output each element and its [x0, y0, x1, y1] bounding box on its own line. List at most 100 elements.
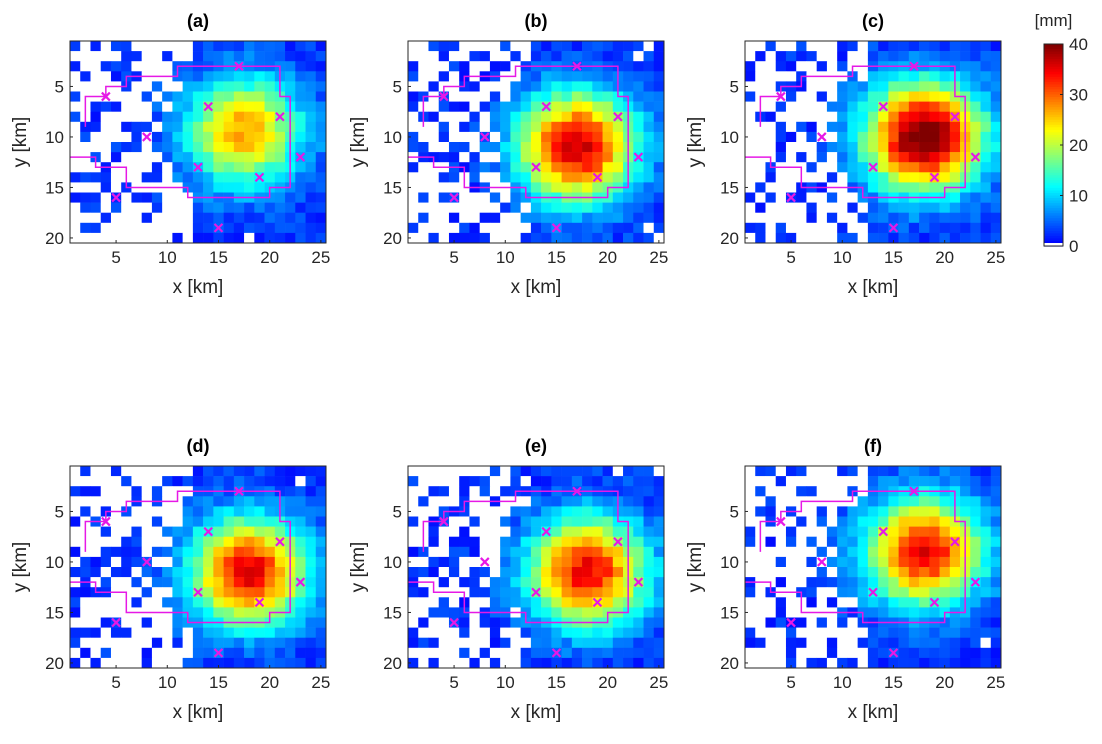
heatmap-cell — [633, 111, 644, 123]
colorbar-segment — [1044, 205, 1063, 209]
heatmap-cell — [110, 212, 122, 224]
heatmap-cell — [121, 637, 132, 649]
heatmap-cell — [888, 202, 899, 213]
heatmap-cell — [990, 182, 1002, 193]
heatmap-cell — [264, 131, 276, 143]
heatmap-cell — [990, 41, 1002, 52]
heatmap-cell — [878, 182, 889, 193]
heatmap-cell — [172, 111, 183, 123]
heatmap-cell — [203, 587, 214, 598]
colorbar-segment — [1044, 218, 1063, 222]
heatmap-cell — [582, 496, 593, 507]
heatmap-cell — [274, 101, 286, 112]
heatmap-cell — [520, 637, 532, 649]
heatmap-cell — [110, 111, 122, 123]
heatmap-cell — [438, 577, 450, 588]
colorbar-segment — [1044, 114, 1063, 118]
heatmap-cell — [254, 182, 265, 193]
heatmap-cell — [510, 162, 521, 173]
heatmap-cell — [244, 172, 255, 183]
heatmap-cell — [448, 222, 460, 234]
heatmap-cell — [643, 546, 655, 558]
heatmap-cell — [990, 577, 1002, 588]
heatmap-cell — [980, 111, 992, 123]
heatmap-cell — [847, 81, 858, 92]
heatmap-cell — [510, 466, 521, 477]
heatmap-cell — [80, 222, 91, 234]
heatmap-cell — [755, 142, 766, 153]
heatmap-cell — [70, 486, 81, 497]
heatmap-cell — [755, 202, 766, 213]
heatmap-cell — [765, 81, 777, 92]
heatmap-cell — [459, 152, 470, 163]
heatmap-cell — [172, 536, 183, 548]
heatmap-cell — [888, 172, 899, 183]
heatmap-cell — [233, 476, 245, 487]
heatmap-cell — [643, 506, 655, 517]
heatmap-cell — [551, 526, 562, 537]
heatmap-cell — [90, 111, 102, 123]
heatmap-cell — [806, 212, 817, 224]
heatmap-cell — [990, 142, 1002, 153]
heatmap-cell — [141, 657, 153, 669]
colorbar-segment — [1044, 102, 1063, 106]
heatmap-cell — [172, 516, 183, 527]
heatmap-cell — [826, 192, 838, 203]
heatmap-cell — [908, 222, 920, 234]
heatmap-cell — [837, 81, 848, 92]
y-tick-label: 20 — [720, 654, 739, 673]
heatmap-cell — [254, 81, 265, 92]
station-marker — [868, 162, 878, 173]
heatmap-cell — [459, 51, 470, 62]
heatmap-cell — [929, 657, 940, 669]
colorbar-segment — [1044, 117, 1063, 121]
heatmap-cell — [213, 41, 224, 52]
heatmap-cell — [192, 496, 204, 507]
heatmap-cell — [582, 577, 593, 588]
heatmap-cell — [151, 466, 163, 477]
heatmap-cell — [878, 577, 889, 588]
heatmap-cell — [192, 577, 204, 588]
heatmap-cell — [80, 202, 91, 213]
heatmap-cell — [826, 202, 838, 213]
heatmap-cell — [602, 81, 614, 92]
heatmap-cell — [172, 121, 183, 133]
heatmap-cell — [244, 162, 255, 173]
heatmap-cell — [775, 222, 787, 234]
heatmap-cell — [806, 111, 817, 123]
heatmap-cell — [500, 232, 511, 244]
heatmap-cell — [857, 556, 869, 568]
heatmap-cell — [785, 486, 797, 497]
heatmap-cell — [438, 496, 450, 507]
heatmap-cell — [274, 212, 286, 224]
station-marker — [817, 132, 827, 142]
heatmap-cell — [571, 212, 583, 224]
heatmap-cell — [162, 536, 173, 548]
heatmap-cell — [878, 111, 889, 123]
heatmap-cell — [80, 607, 91, 618]
heatmap-cell — [867, 627, 879, 638]
heatmap-cell — [305, 486, 317, 497]
heatmap-cell — [530, 152, 542, 163]
heatmap-cell — [530, 131, 542, 143]
plot-frame — [744, 465, 1002, 669]
heatmap-cell — [826, 546, 838, 558]
heatmap-cell — [929, 101, 940, 112]
heatmap-cell — [315, 172, 327, 183]
heatmap-cell — [408, 617, 419, 628]
heatmap-cell — [121, 111, 132, 123]
heatmap-cell — [223, 546, 235, 558]
heatmap-cell — [254, 496, 265, 507]
heatmap-cell — [816, 546, 828, 558]
heatmap-cell — [121, 91, 132, 102]
heatmap-cell — [203, 81, 214, 92]
heatmap-cell — [796, 516, 807, 527]
heatmap-cell — [592, 131, 603, 143]
heatmap-cell — [898, 152, 910, 163]
heatmap-cell — [530, 41, 542, 52]
heatmap-cell — [755, 567, 766, 578]
heatmap-cell — [520, 81, 532, 92]
heatmap-cell — [244, 81, 255, 92]
heatmap-cell — [633, 232, 644, 244]
heatmap-cell — [428, 657, 440, 669]
